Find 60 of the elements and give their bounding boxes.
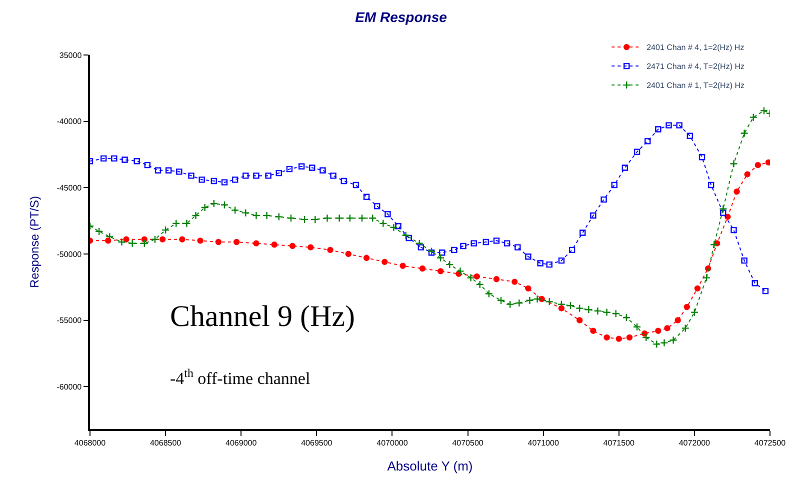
point bbox=[215, 238, 222, 246]
x-tick-label: 4072000 bbox=[678, 438, 711, 448]
point bbox=[590, 328, 596, 334]
point bbox=[744, 171, 750, 178]
point bbox=[694, 285, 701, 292]
point bbox=[512, 278, 518, 285]
x-tick-label: 4070500 bbox=[452, 438, 484, 448]
point bbox=[327, 246, 334, 254]
x-tick-label: 4071000 bbox=[528, 438, 560, 448]
point bbox=[159, 236, 166, 242]
chart-title: EM Response bbox=[355, 8, 448, 25]
point bbox=[345, 250, 352, 258]
point bbox=[674, 317, 681, 324]
legend-label: 2401 Chan # 4, 1=2(Hz) Hz bbox=[646, 43, 744, 52]
annotation: -4$^{th}$ off-time channel bbox=[170, 366, 310, 388]
point bbox=[474, 273, 480, 280]
point bbox=[525, 285, 532, 292]
y-tick-label: 35000 bbox=[59, 50, 82, 60]
point bbox=[308, 244, 314, 250]
point bbox=[493, 276, 500, 282]
point bbox=[616, 336, 622, 342]
point bbox=[626, 334, 633, 341]
point bbox=[684, 304, 690, 310]
point bbox=[123, 236, 130, 242]
point bbox=[382, 258, 388, 265]
point bbox=[289, 242, 296, 250]
point bbox=[179, 236, 186, 242]
point bbox=[604, 334, 610, 341]
point bbox=[400, 262, 406, 269]
point bbox=[664, 325, 670, 332]
point bbox=[754, 162, 762, 168]
y-axis-title: Response (PT/S) bbox=[28, 196, 42, 288]
point bbox=[233, 238, 240, 246]
x-tick-label: 4069000 bbox=[226, 438, 258, 448]
point bbox=[576, 317, 583, 324]
y-tick-label: -50000 bbox=[56, 250, 82, 259]
point bbox=[765, 159, 770, 166]
legend-label: 2401 Chan # 1, T=2(Hz) Hz bbox=[646, 81, 745, 90]
point bbox=[105, 238, 112, 244]
point bbox=[363, 254, 370, 262]
point bbox=[271, 242, 278, 248]
x-tick-label: 4068000 bbox=[74, 438, 106, 448]
legend-label: 2471 Chan # 4, T=2(Hz) Hz bbox=[646, 62, 745, 72]
y-tick-label: -60000 bbox=[56, 382, 82, 392]
point bbox=[419, 265, 426, 272]
point bbox=[437, 268, 444, 274]
point bbox=[734, 188, 740, 195]
x-tick-label: 4071500 bbox=[603, 438, 636, 448]
x-tick-label: 4069500 bbox=[301, 438, 333, 448]
x-tick-label: 4070000 bbox=[376, 438, 408, 448]
annotation: Channel 9 (Hz) bbox=[170, 300, 355, 333]
x-tick-label: 4068500 bbox=[150, 438, 182, 448]
y-tick-label: -55000 bbox=[56, 316, 82, 326]
point bbox=[197, 238, 204, 244]
y-tick-label: -40000 bbox=[56, 117, 82, 126]
x-axis-title: Absolute Y (m) bbox=[387, 458, 473, 474]
y-tick-label: -45000 bbox=[56, 183, 82, 192]
x-tick-label: 4072500 bbox=[754, 438, 786, 448]
point bbox=[655, 328, 662, 334]
point bbox=[253, 240, 260, 246]
